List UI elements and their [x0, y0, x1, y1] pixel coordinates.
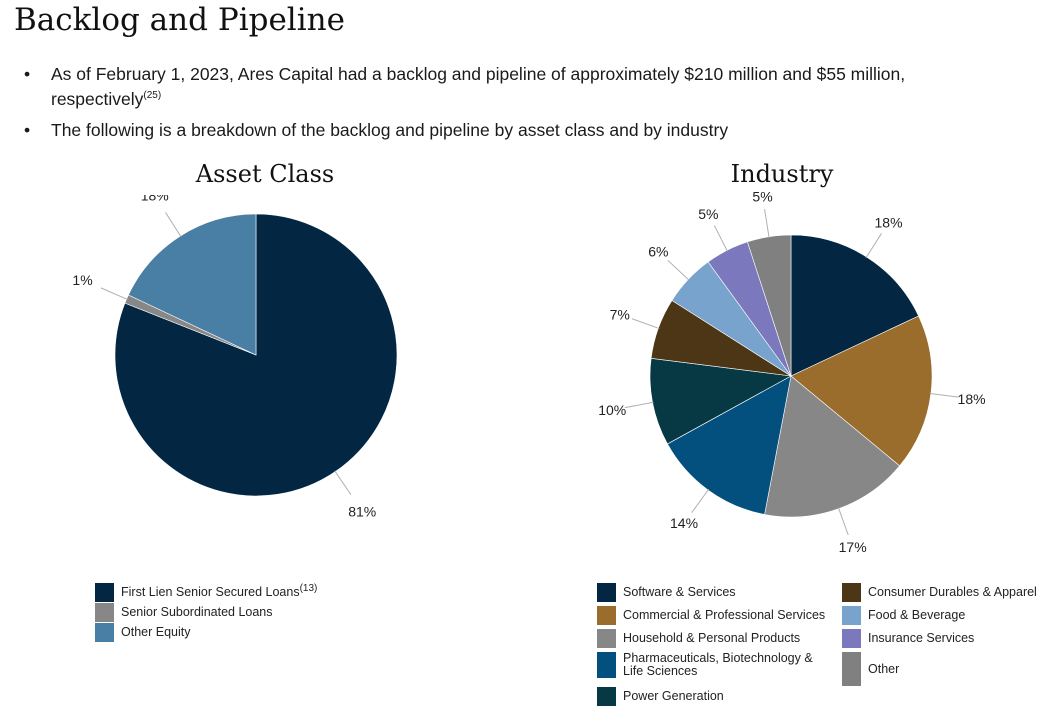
- legend-item-household-personal-products: Household & Personal Products: [597, 629, 800, 648]
- leader-line: [667, 259, 690, 281]
- legend-swatch: [95, 603, 114, 622]
- leader-line: [165, 212, 182, 238]
- legend-item-other: Other: [842, 652, 899, 686]
- legend-label: Consumer Durables & Apparel: [868, 585, 1037, 599]
- legend-swatch: [842, 606, 861, 625]
- leader-line: [100, 287, 128, 300]
- leader-line: [624, 401, 654, 409]
- data-label-food-beverage: 6%: [648, 243, 668, 259]
- bullet-item-backlog: • As of February 1, 2023, Ares Capital h…: [24, 62, 1044, 112]
- legend-swatch: [842, 629, 861, 648]
- legend-item-power-generation: Power Generation: [597, 687, 724, 706]
- bullet-text: The following is a breakdown of the back…: [51, 120, 729, 140]
- legend-label: Power Generation: [623, 689, 724, 703]
- footnote-ref: (13): [299, 582, 318, 594]
- data-label-senior-subordinated-loans: 1%: [72, 272, 92, 288]
- leader-line: [764, 209, 770, 238]
- industry-legend: Software & Services Commercial & Professi…: [597, 583, 1057, 713]
- bullet-item-breakdown: • The following is a breakdown of the ba…: [24, 118, 1044, 143]
- industry-pie-chart: 18% 18% 17% 14% 10% 7% 6% 5% 5%: [598, 190, 986, 555]
- data-label-first-lien-senior-secured-loans: 81%: [348, 503, 376, 519]
- legend-label: Other Equity: [121, 625, 191, 639]
- legend-swatch: [597, 687, 616, 706]
- legend-label: Other: [868, 661, 900, 676]
- legend-label: Insurance Services: [868, 631, 975, 645]
- data-label-power-generation: 10%: [598, 402, 626, 418]
- data-label-insurance-services: 5%: [698, 206, 718, 222]
- asset-class-pie-chart: 81% 1% 18%: [72, 195, 398, 519]
- legend-swatch: [95, 623, 114, 642]
- bullet-text-continued: respectively: [51, 89, 144, 109]
- leader-line: [631, 318, 660, 330]
- bullet-dot: •: [24, 120, 31, 140]
- legend-swatch: [95, 583, 114, 602]
- legend-label: Pharmaceuticals, Biotechnology & Life Sc…: [623, 651, 813, 678]
- leader-line: [334, 470, 352, 496]
- leader-line: [929, 393, 959, 398]
- data-label-other: 5%: [752, 190, 772, 204]
- leader-line: [837, 507, 849, 536]
- bullet-text: As of February 1, 2023, Ares Capital had…: [51, 64, 906, 84]
- data-label-pharmaceuticals-biotechnology-life-sciences: 14%: [670, 515, 698, 531]
- data-label-household-personal-products: 17%: [839, 539, 867, 555]
- legend-label: Software & Services: [623, 585, 736, 599]
- data-label-other-equity: 18%: [141, 195, 169, 203]
- legend-swatch: [597, 652, 616, 678]
- footnote-ref: (25): [143, 90, 162, 102]
- legend-swatch: [597, 629, 616, 648]
- legend-swatch: [597, 583, 616, 602]
- legend-label: Commercial & Professional Services: [623, 608, 826, 622]
- legend-item-other-equity: Other Equity: [95, 623, 190, 642]
- legend-label: Household & Personal Products: [623, 631, 801, 645]
- legend-swatch: [597, 606, 616, 625]
- data-label-consumer-durables-apparel: 7%: [610, 306, 630, 322]
- industry-chart-title: Industry: [730, 160, 834, 188]
- asset-class-chart-title: Asset Class: [195, 160, 335, 188]
- bullet-list: • As of February 1, 2023, Ares Capital h…: [24, 62, 1044, 149]
- asset-class-legend: First Lien Senior Secured Loans(13) Senio…: [95, 583, 395, 653]
- legend-item-commercial-professional-services: Commercial & Professional Services: [597, 606, 825, 625]
- legend-item-first-lien-senior-secured-loans: First Lien Senior Secured Loans(13): [95, 583, 317, 602]
- bullet-dot: •: [24, 64, 31, 84]
- legend-label: Food & Beverage: [868, 608, 966, 622]
- legend-label: Senior Subordinated Loans: [121, 605, 273, 619]
- legend-item-software-services: Software & Services: [597, 583, 736, 602]
- data-label-commercial-professional-services: 18%: [958, 391, 986, 407]
- legend-item-senior-subordinated-loans: Senior Subordinated Loans: [95, 603, 273, 622]
- page-title: Backlog and Pipeline: [14, 2, 345, 38]
- legend-swatch: [842, 652, 861, 686]
- legend-swatch: [842, 583, 861, 602]
- leader-line: [713, 225, 728, 252]
- leader-line: [691, 488, 710, 514]
- legend-label: First Lien Senior Secured Loans(13): [121, 582, 318, 599]
- leader-line: [865, 233, 882, 259]
- data-label-software-services: 18%: [875, 214, 903, 230]
- legend-item-consumer-durables-apparel: Consumer Durables & Apparel: [842, 583, 1037, 602]
- legend-item-insurance-services: Insurance Services: [842, 629, 974, 648]
- legend-item-pharmaceuticals-biotechnology-life-sciences: Pharmaceuticals, Biotechnology & Life Sc…: [597, 652, 833, 678]
- legend-item-food-beverage: Food & Beverage: [842, 606, 965, 625]
